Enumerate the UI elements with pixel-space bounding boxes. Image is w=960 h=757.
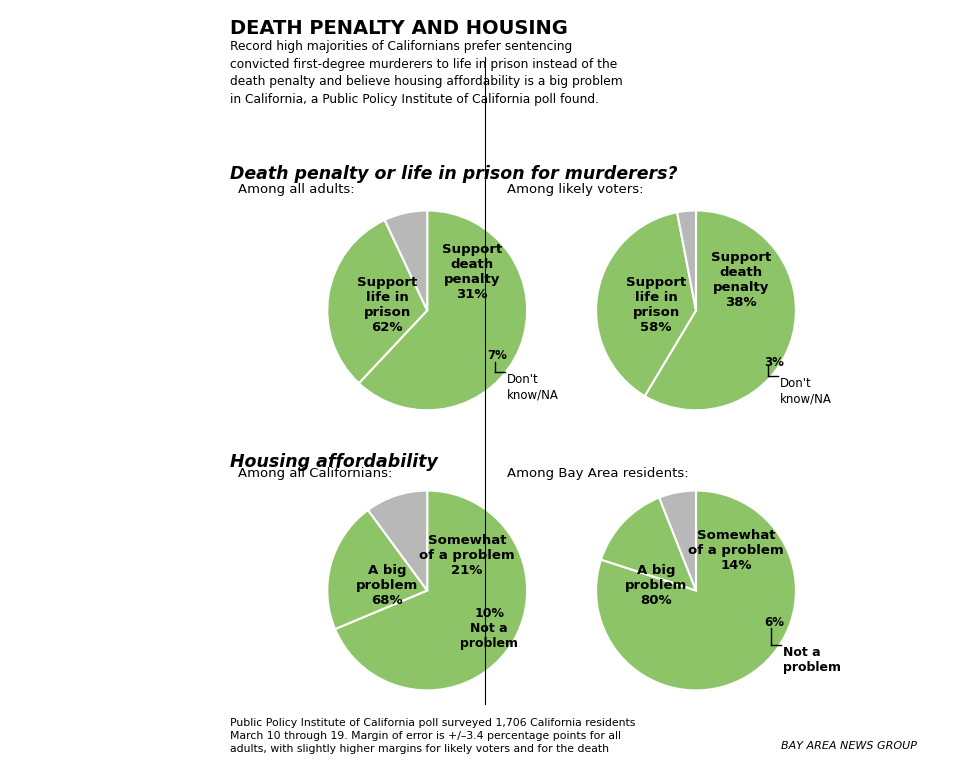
Text: Housing affordability: Housing affordability — [230, 453, 439, 471]
Text: Somewhat
of a problem
21%: Somewhat of a problem 21% — [420, 534, 515, 577]
Text: A big
problem
80%: A big problem 80% — [625, 564, 687, 607]
Text: Not a
problem: Not a problem — [783, 646, 841, 674]
Text: Public Policy Institute of California poll surveyed 1,706 California residents
M: Public Policy Institute of California po… — [230, 718, 636, 757]
Wedge shape — [335, 491, 527, 690]
Text: Support
death
penalty
38%: Support death penalty 38% — [710, 251, 771, 310]
Text: Among likely voters:: Among likely voters: — [507, 183, 643, 196]
Text: BAY AREA NEWS GROUP: BAY AREA NEWS GROUP — [780, 741, 917, 751]
Wedge shape — [596, 491, 796, 690]
Text: Among all adults:: Among all adults: — [238, 183, 354, 196]
Text: 10%
Not a
problem: 10% Not a problem — [460, 607, 518, 650]
Text: Record high majorities of Californians prefer sentencing
convicted first-degree : Record high majorities of Californians p… — [230, 40, 623, 106]
Text: Among all Californians:: Among all Californians: — [238, 467, 393, 480]
Text: Don't
know/NA: Don't know/NA — [780, 377, 831, 405]
Wedge shape — [677, 210, 696, 310]
Wedge shape — [645, 210, 796, 410]
Wedge shape — [359, 210, 527, 410]
Text: A big
problem
68%: A big problem 68% — [356, 564, 419, 607]
Wedge shape — [368, 491, 427, 590]
Wedge shape — [327, 220, 427, 383]
Text: 3%: 3% — [764, 356, 783, 369]
Text: 7%: 7% — [487, 349, 507, 362]
Wedge shape — [596, 212, 696, 396]
Text: Somewhat
of a problem
14%: Somewhat of a problem 14% — [688, 529, 783, 572]
Wedge shape — [385, 210, 427, 310]
Text: Don't
know/NA: Don't know/NA — [507, 373, 559, 401]
Text: Death penalty or life in prison for murderers?: Death penalty or life in prison for murd… — [230, 165, 678, 183]
Text: Support
death
penalty
31%: Support death penalty 31% — [442, 244, 502, 301]
Wedge shape — [660, 491, 696, 590]
Text: DEATH PENALTY AND HOUSING: DEATH PENALTY AND HOUSING — [230, 19, 568, 38]
Text: 6%: 6% — [764, 616, 784, 629]
Text: Support
life in
prison
62%: Support life in prison 62% — [357, 276, 418, 335]
Text: Support
life in
prison
58%: Support life in prison 58% — [626, 276, 686, 335]
Text: Among Bay Area residents:: Among Bay Area residents: — [507, 467, 688, 480]
Wedge shape — [601, 497, 696, 590]
Wedge shape — [327, 510, 427, 629]
